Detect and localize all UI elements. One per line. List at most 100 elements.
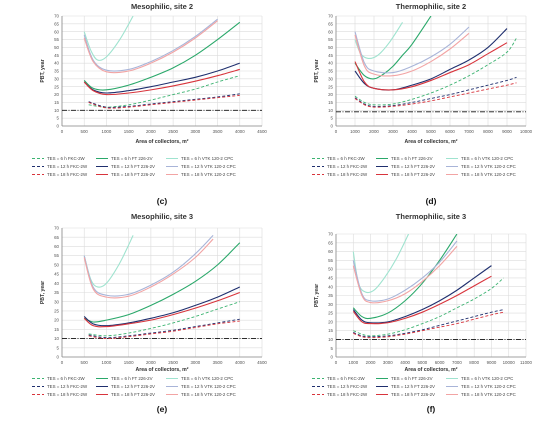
x-tick-label: 10000: [503, 360, 516, 365]
y-tick-label: 20: [328, 319, 333, 324]
series-line: [354, 42, 508, 91]
legend-label: TES = 18 h FT 226-2V: [111, 172, 155, 177]
y-tick-label: 15: [328, 328, 333, 333]
x-tick-label: 0: [61, 129, 64, 134]
series-line: [354, 37, 517, 106]
x-tick-label: 4000: [407, 129, 417, 134]
x-tick-label: 2500: [168, 129, 178, 134]
x-tick-label: 7000: [464, 129, 474, 134]
legend-label: TES = 6 h VTK 120-2 CPC: [181, 156, 233, 161]
x-tick-label: 3000: [388, 129, 398, 134]
plot-area: [336, 16, 526, 113]
x-axis-label: Area of collectors, m²: [404, 139, 457, 145]
y-tick-label: 55: [54, 253, 59, 258]
y-tick-label: 55: [328, 37, 333, 42]
y-tick-label: 25: [328, 311, 333, 316]
x-tick-label: 9000: [487, 360, 497, 365]
y-tick-label: 25: [54, 84, 59, 89]
y-tick-label: 20: [328, 92, 333, 97]
legend-label: TES = 6 h FT 226-2V: [391, 156, 433, 161]
x-tick-label: 9000: [502, 129, 512, 134]
series-line: [83, 18, 218, 72]
y-tick-label: 55: [54, 37, 59, 42]
chart-title: Mesophilic, site 2: [131, 2, 193, 11]
x-axis-label: Area of collectors, m²: [135, 367, 188, 373]
y-tick-label: 25: [54, 309, 59, 314]
series-line: [83, 62, 240, 94]
legend-label: TES = 12 h FT 226-2V: [111, 164, 155, 169]
x-tick-label: 3500: [213, 129, 223, 134]
y-tick-label: 0: [57, 355, 60, 360]
y-tick-label: 0: [57, 124, 60, 129]
legend-label: TES = 18 h VTK 120-2 CPC: [461, 392, 516, 397]
x-tick-label: 2000: [146, 129, 156, 134]
series-line: [354, 26, 470, 74]
y-tick-label: 40: [54, 61, 59, 66]
y-tick-label: 70: [328, 232, 333, 237]
x-tick-label: 4000: [400, 360, 410, 365]
legend-label: TES = 12 h VTK 120-2 CPC: [461, 164, 516, 169]
legend-label: TES = 12 h FKC-2W: [47, 384, 88, 389]
y-tick-label: 25: [328, 84, 333, 89]
series-line: [353, 311, 504, 339]
y-tick-label: 5: [57, 116, 60, 121]
series-line: [83, 238, 214, 299]
legend-label: TES = 18 h VTK 120-2 CPC: [461, 172, 516, 177]
legend-label: TES = 18 h FT 226-2V: [111, 392, 155, 397]
legend-label: TES = 18 h FKC-2W: [47, 172, 88, 177]
series-line: [83, 16, 134, 61]
series-line: [354, 32, 470, 77]
panel-caption: (d): [426, 196, 437, 206]
y-tick-label: 0: [331, 124, 334, 129]
x-tick-label: 7000: [452, 360, 462, 365]
y-tick-label: 40: [54, 281, 59, 286]
series-line: [352, 245, 458, 304]
panel-caption: (e): [157, 404, 168, 414]
x-tick-label: 1000: [350, 129, 360, 134]
legend-label: TES = 12 h FT 226-2V: [111, 384, 155, 389]
y-tick-label: 40: [328, 61, 333, 66]
legend-label: TES = 12 h FKC-2W: [327, 384, 368, 389]
y-tick-label: 15: [54, 100, 59, 105]
y-tick-label: 50: [328, 45, 333, 50]
x-tick-label: 3500: [213, 360, 223, 365]
y-axis-label: PBT, year: [40, 59, 46, 82]
series-line: [352, 240, 458, 302]
x-tick-label: 1000: [102, 129, 112, 134]
chart-panel-1: 0 5 10 15 20 25 30 35 40 45 50 55 60 65 70 0 500 1000 1500…: [32, 2, 267, 206]
legend-label: TES = 18 h FT 226-2V: [391, 172, 435, 177]
y-tick-label: 60: [328, 249, 333, 254]
plot-area: [62, 16, 262, 111]
legend-label: TES = 6 h VTK 120-2 CPC: [461, 376, 513, 381]
legend-label: TES = 12 h FKC-2W: [47, 164, 88, 169]
y-tick-label: 70: [328, 14, 333, 19]
x-tick-label: 8000: [469, 360, 479, 365]
legend-label: TES = 12 h FKC-2W: [327, 164, 368, 169]
y-tick-label: 20: [54, 318, 59, 323]
panel-caption: (f): [427, 404, 436, 414]
legend: TES = 6 h FKC-2W TES = 12 h FKC-2W TES = 1…: [312, 156, 516, 177]
y-tick-label: 55: [328, 258, 333, 263]
series-line: [88, 93, 240, 108]
y-tick-label: 60: [54, 29, 59, 34]
y-tick-label: 5: [331, 346, 334, 351]
y-tick-label: 0: [331, 355, 334, 360]
legend: TES = 6 h FKC-2W TES = 12 h FKC-2W TES = 1…: [32, 156, 236, 177]
y-tick-label: 60: [328, 29, 333, 34]
series-line: [88, 94, 240, 109]
x-tick-label: 500: [81, 129, 89, 134]
x-tick-label: 10000: [520, 129, 533, 134]
x-tick-label: 11000: [520, 360, 532, 365]
x-tick-label: 5000: [417, 360, 427, 365]
y-tick-label: 10: [328, 108, 333, 113]
x-tick-label: 4500: [257, 129, 267, 134]
y-tick-label: 35: [54, 290, 59, 295]
series-line: [83, 68, 240, 96]
x-tick-label: 4000: [235, 129, 245, 134]
y-tick-label: 65: [328, 21, 333, 26]
y-tick-label: 35: [328, 293, 333, 298]
legend-label: TES = 12 h FT 226-2V: [391, 164, 435, 169]
y-axis-label: PBT, year: [40, 281, 46, 304]
x-axis-label: Area of collectors, m²: [404, 367, 457, 373]
